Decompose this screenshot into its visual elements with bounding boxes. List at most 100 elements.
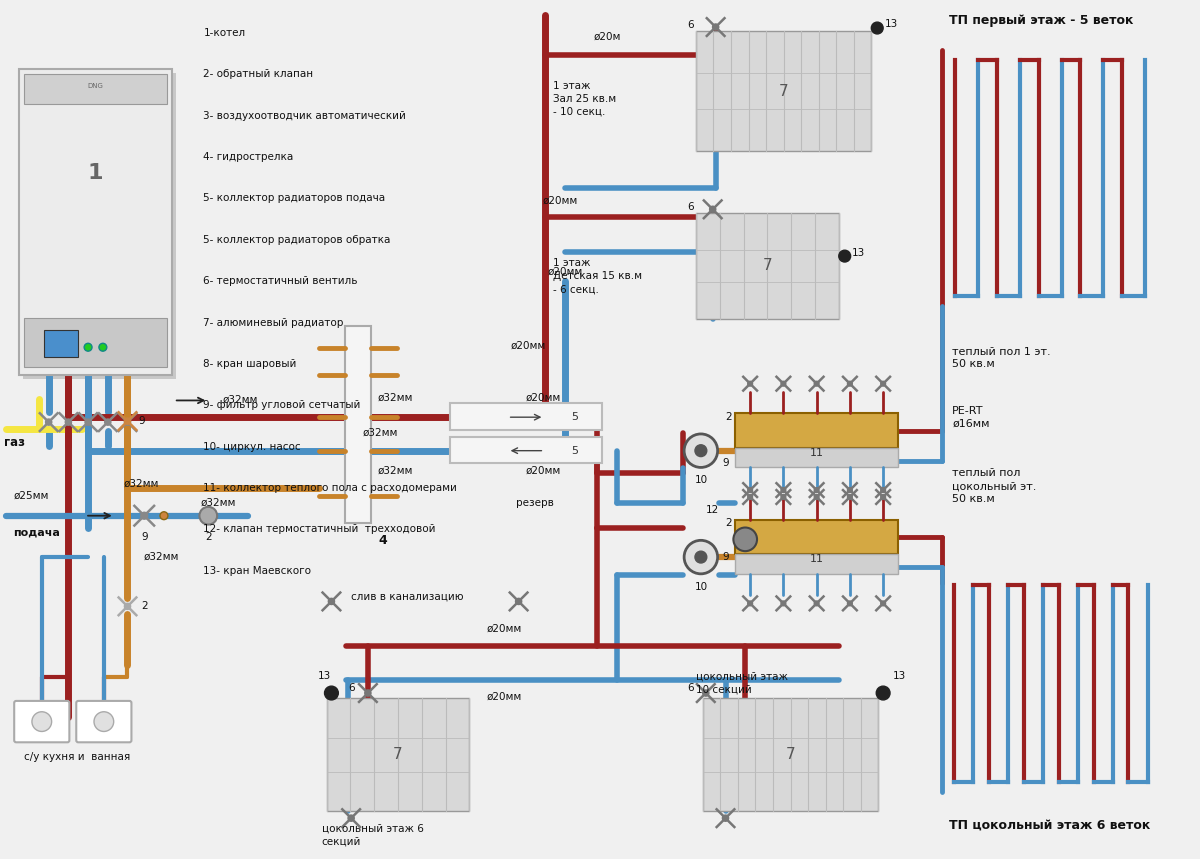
Text: ø20мм: ø20мм: [486, 692, 522, 702]
Circle shape: [85, 419, 91, 425]
Text: ø32мм: ø32мм: [200, 498, 236, 508]
Text: резерв: резерв: [516, 498, 554, 508]
Circle shape: [324, 686, 338, 700]
Text: 9: 9: [140, 533, 148, 542]
Text: ø32мм: ø32мм: [124, 478, 158, 488]
Circle shape: [748, 488, 752, 492]
Text: 2- обратный клапан: 2- обратный клапан: [203, 70, 313, 79]
Text: 1 этаж
Детская 15 кв.м
- 6 секц.: 1 этаж Детская 15 кв.м - 6 секц.: [553, 259, 642, 294]
Circle shape: [781, 381, 786, 386]
Text: 11: 11: [810, 448, 823, 458]
Text: 8- кран шаровый: 8- кран шаровый: [203, 359, 296, 369]
Circle shape: [815, 488, 820, 492]
Text: цокольный этаж
10 секций: цокольный этаж 10 секций: [696, 672, 788, 695]
Bar: [696, 31, 871, 151]
Bar: [450, 404, 602, 430]
Text: 6: 6: [688, 20, 695, 30]
Text: 6- термостатичный вентиль: 6- термостатичный вентиль: [203, 277, 358, 286]
Circle shape: [516, 599, 522, 605]
Circle shape: [781, 488, 786, 492]
Text: 10- циркул. насос: 10- циркул. насос: [203, 442, 301, 452]
Text: ТП первый этаж - 5 веток: ТП первый этаж - 5 веток: [949, 14, 1134, 27]
Text: слив в канализацию: слив в канализацию: [352, 592, 463, 601]
Text: PE-RT
ø16мм: PE-RT ø16мм: [952, 405, 990, 429]
Circle shape: [748, 601, 752, 606]
Text: 13: 13: [893, 671, 906, 681]
Circle shape: [199, 507, 217, 525]
Circle shape: [684, 540, 718, 574]
Circle shape: [876, 686, 890, 700]
Bar: [736, 413, 898, 448]
Circle shape: [365, 690, 371, 696]
Circle shape: [46, 419, 52, 425]
Text: ø32мм: ø32мм: [378, 466, 413, 475]
Text: 12- клапан термостатичный  трехходовой: 12- клапан термостатичный трехходовой: [203, 525, 436, 534]
Text: 7: 7: [779, 83, 788, 99]
Circle shape: [98, 344, 107, 351]
Text: 6: 6: [688, 683, 695, 693]
Text: 2: 2: [205, 533, 211, 542]
Text: ø32мм: ø32мм: [222, 394, 258, 405]
Circle shape: [847, 381, 852, 386]
Bar: [450, 437, 602, 464]
Text: 13: 13: [318, 671, 331, 681]
Circle shape: [733, 527, 757, 551]
Circle shape: [815, 495, 820, 499]
Circle shape: [881, 488, 886, 492]
Circle shape: [84, 344, 92, 351]
Text: цокольный этаж 6
секций: цокольный этаж 6 секций: [322, 824, 424, 846]
Text: 1: 1: [88, 163, 103, 183]
Text: ø32мм: ø32мм: [364, 428, 398, 438]
Circle shape: [815, 601, 820, 606]
Text: 9: 9: [722, 458, 728, 467]
Circle shape: [684, 434, 718, 467]
Text: ø20м: ø20м: [594, 32, 620, 42]
Text: 12: 12: [706, 505, 719, 515]
Text: 6: 6: [688, 203, 695, 212]
Text: 4- гидрострелка: 4- гидрострелка: [203, 152, 294, 162]
Text: 5: 5: [571, 446, 578, 455]
Circle shape: [140, 512, 148, 519]
Text: DNG: DNG: [88, 83, 103, 89]
Text: ТП цокольный этаж 6 веток: ТП цокольный этаж 6 веток: [949, 819, 1151, 832]
Circle shape: [703, 690, 709, 696]
Text: 7: 7: [786, 747, 796, 762]
Circle shape: [125, 603, 131, 609]
Text: 4: 4: [378, 533, 388, 547]
Text: 6: 6: [348, 683, 354, 693]
Text: 13: 13: [852, 248, 865, 259]
Circle shape: [839, 250, 851, 262]
Circle shape: [881, 381, 886, 386]
Text: 11: 11: [810, 554, 823, 564]
Text: 7: 7: [394, 747, 403, 762]
Circle shape: [104, 419, 110, 425]
Circle shape: [847, 601, 852, 606]
Circle shape: [881, 601, 886, 606]
Circle shape: [748, 495, 752, 499]
Text: 2: 2: [140, 601, 148, 612]
Text: теплый пол 1 эт.
50 кв.м: теплый пол 1 эт. 50 кв.м: [952, 347, 1051, 369]
Text: 11- коллектор теплого пола с расходомерами: 11- коллектор теплого пола с расходомера…: [203, 483, 457, 493]
Text: 5: 5: [571, 412, 578, 422]
Circle shape: [709, 206, 716, 212]
Bar: [696, 213, 839, 319]
Bar: [703, 698, 878, 811]
Bar: [346, 326, 371, 522]
Circle shape: [160, 512, 168, 520]
Text: теплый пол
цокольный эт.
50 кв.м: теплый пол цокольный эт. 50 кв.м: [952, 468, 1037, 504]
Text: ø20мм: ø20мм: [526, 466, 560, 475]
Bar: [942, 50, 1166, 306]
Circle shape: [125, 419, 131, 425]
Bar: [736, 520, 898, 554]
Text: 13- кран Маевского: 13- кран Маевского: [203, 566, 311, 576]
FancyBboxPatch shape: [77, 701, 132, 742]
Bar: [24, 318, 167, 367]
Bar: [23, 73, 175, 379]
Bar: [19, 70, 172, 375]
Circle shape: [748, 381, 752, 386]
Text: 10: 10: [695, 475, 708, 485]
Text: с/у кухня и  ванная: с/у кухня и ванная: [24, 752, 131, 762]
Text: 5- коллектор радиаторов обратка: 5- коллектор радиаторов обратка: [203, 235, 391, 245]
Text: 2: 2: [725, 412, 732, 422]
Text: 1-котел: 1-котел: [203, 28, 246, 38]
